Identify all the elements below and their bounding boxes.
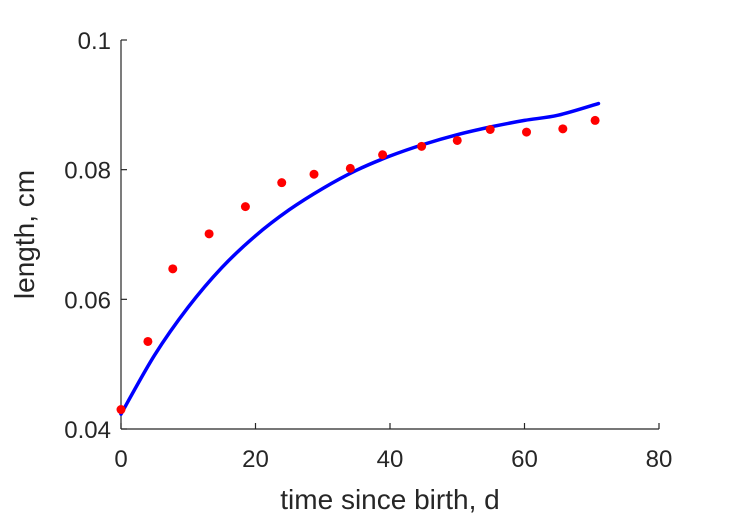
y-axis-title: length, cm [9, 170, 40, 299]
data-point [143, 336, 153, 346]
y-tick-label: 0.1 [78, 28, 111, 55]
axes [120, 40, 659, 430]
x-tick-label: 60 [511, 446, 538, 473]
data-point [309, 169, 319, 179]
data-point [277, 178, 287, 188]
data-point [590, 115, 600, 125]
data-point [452, 135, 462, 145]
data-point [204, 229, 214, 239]
fit-curve [119, 101, 601, 416]
data-point [485, 124, 495, 134]
data-point [240, 202, 250, 212]
x-tick-label: 0 [114, 446, 127, 473]
data-point [345, 163, 355, 173]
y-tick-label: 0.04 [64, 417, 111, 444]
x-tick-label: 40 [377, 446, 404, 473]
data-point [116, 405, 126, 415]
data-point [522, 127, 532, 137]
data-point [558, 124, 568, 134]
data-point [417, 141, 427, 151]
ticks: 0 20 40 60 80 0.04 0.06 0.08 0.1 [64, 28, 672, 473]
plot-area [116, 101, 601, 416]
data-point [168, 264, 178, 274]
x-tick-label: 20 [242, 446, 269, 473]
y-tick-label: 0.06 [64, 287, 111, 314]
x-tick-label: 80 [646, 446, 673, 473]
y-tick-label: 0.08 [64, 158, 111, 185]
data-point [378, 150, 388, 160]
x-axis-title: time since birth, d [280, 484, 499, 515]
